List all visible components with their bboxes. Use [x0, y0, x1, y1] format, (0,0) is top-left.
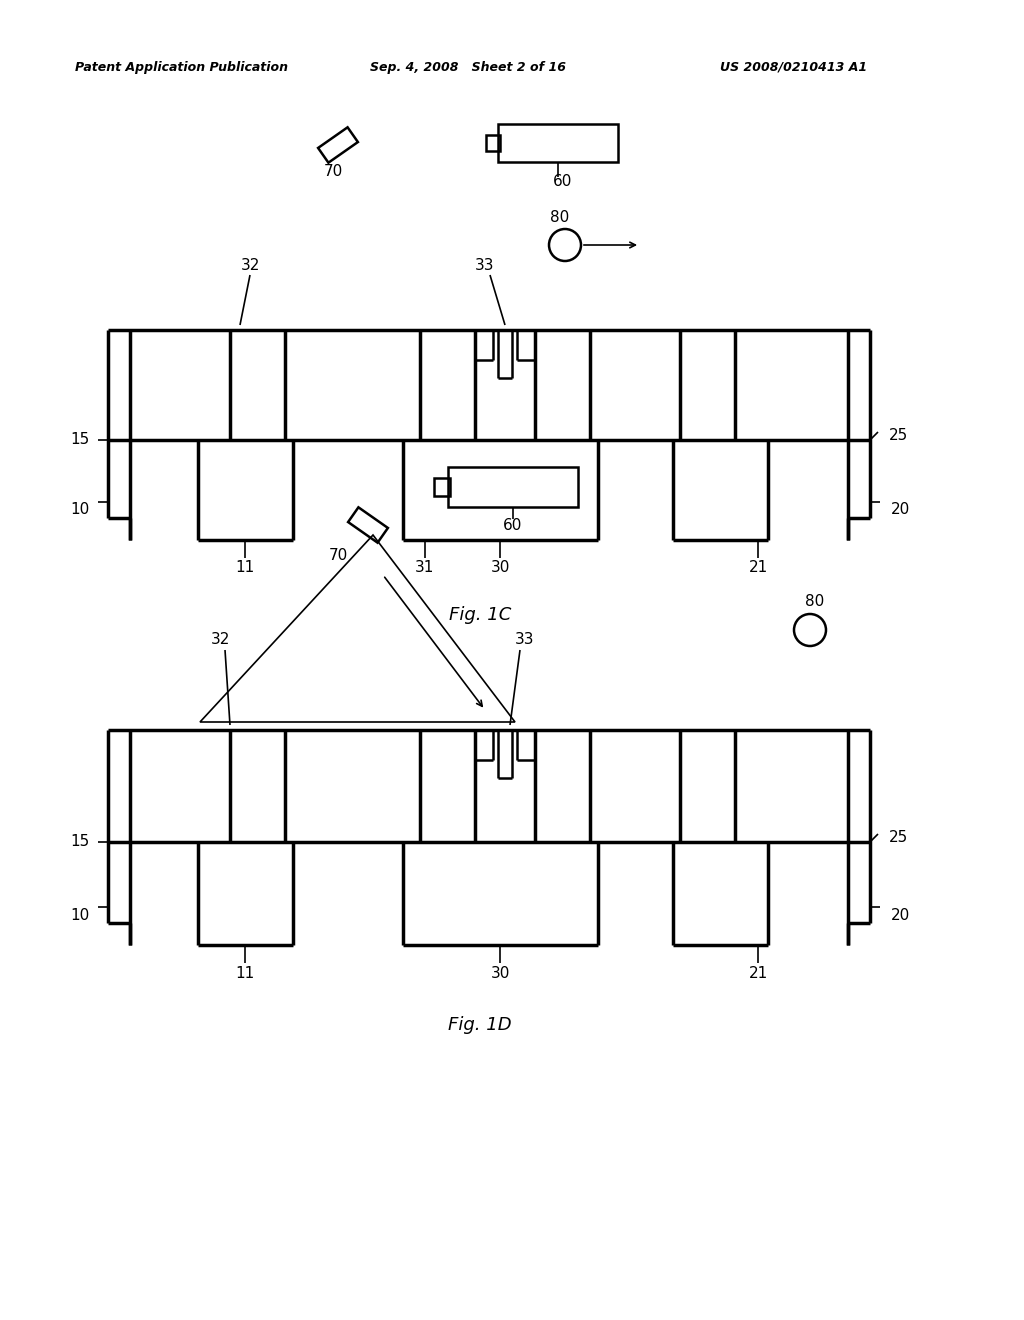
Bar — [449, 467, 578, 507]
Bar — [434, 478, 450, 496]
Text: 10: 10 — [71, 503, 90, 517]
Text: 32: 32 — [210, 632, 229, 648]
Text: 21: 21 — [749, 561, 768, 576]
Text: 10: 10 — [71, 908, 90, 923]
Text: 11: 11 — [236, 561, 255, 576]
Text: 20: 20 — [891, 908, 909, 923]
Bar — [498, 124, 618, 162]
Text: 80: 80 — [550, 210, 569, 226]
Text: 25: 25 — [889, 829, 907, 845]
Text: 11: 11 — [236, 965, 255, 981]
Text: 33: 33 — [475, 257, 495, 272]
Text: 60: 60 — [504, 517, 522, 532]
Text: Fig. 1C: Fig. 1C — [449, 606, 511, 624]
Text: 60: 60 — [553, 174, 572, 190]
Text: 33: 33 — [515, 632, 535, 648]
Text: 31: 31 — [416, 561, 434, 576]
Text: Sep. 4, 2008   Sheet 2 of 16: Sep. 4, 2008 Sheet 2 of 16 — [370, 61, 566, 74]
Bar — [486, 135, 500, 150]
Text: 32: 32 — [241, 257, 260, 272]
Text: 25: 25 — [889, 428, 907, 442]
Text: US 2008/0210413 A1: US 2008/0210413 A1 — [720, 61, 867, 74]
Text: 70: 70 — [329, 548, 347, 562]
Text: 80: 80 — [805, 594, 824, 610]
Text: 30: 30 — [490, 965, 510, 981]
Text: 20: 20 — [891, 503, 909, 517]
Text: 15: 15 — [71, 834, 90, 850]
Text: 15: 15 — [71, 433, 90, 447]
Text: Fig. 1D: Fig. 1D — [449, 1016, 512, 1034]
Text: 30: 30 — [490, 561, 510, 576]
Text: Patent Application Publication: Patent Application Publication — [75, 61, 288, 74]
Text: 21: 21 — [749, 965, 768, 981]
Text: 70: 70 — [324, 165, 343, 180]
